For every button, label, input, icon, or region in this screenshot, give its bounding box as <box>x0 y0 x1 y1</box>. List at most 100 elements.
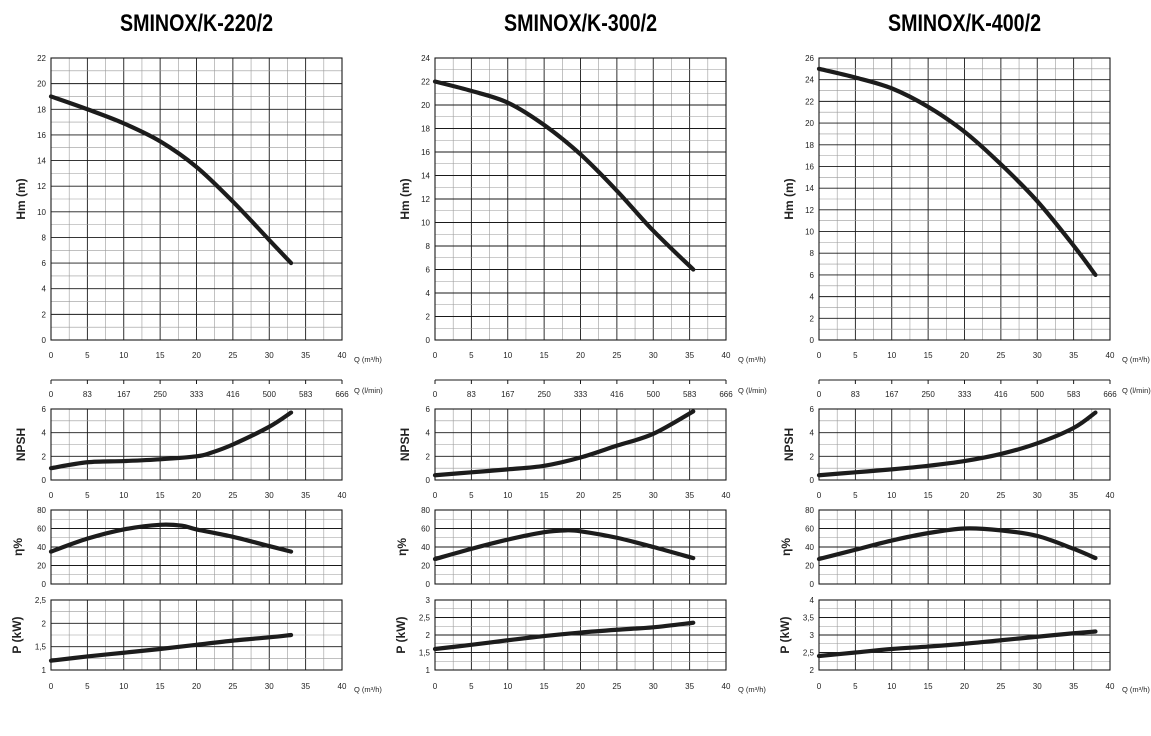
head-ytick-label: 0 <box>42 336 47 345</box>
npsh-xtick-label: 30 <box>265 491 274 500</box>
npsh-xtick-label: 25 <box>612 491 621 500</box>
head-ytick-label: 8 <box>810 249 815 258</box>
efficiency-frame <box>818 509 1111 585</box>
npsh-xtick-label: 5 <box>469 491 474 500</box>
head-xtick-label: 10 <box>503 351 512 360</box>
power-xtick-label: 25 <box>612 682 621 691</box>
head-ytick-label: 18 <box>805 141 814 150</box>
efficiency-ytick-label: 0 <box>42 580 47 589</box>
lmin-axis-label: Q (l/min) <box>738 386 767 395</box>
power-ytick-label: 2 <box>426 631 431 640</box>
head-ytick-label: 12 <box>37 182 46 191</box>
npsh-xtick-label: 20 <box>192 491 201 500</box>
head-xtick-label: 10 <box>119 351 128 360</box>
power-yaxis-label: P (kW) <box>394 616 408 653</box>
npsh-ytick-label: 2 <box>42 452 47 461</box>
head-ytick-label: 22 <box>421 78 430 87</box>
npsh-ytick-label: 4 <box>810 429 815 438</box>
power-xtick-label: 0 <box>49 682 54 691</box>
head-ytick-label: 2 <box>42 310 47 319</box>
power-ytick-label: 2 <box>810 666 815 675</box>
power-xtick-label: 5 <box>853 682 858 691</box>
efficiency-ytick-label: 20 <box>421 562 430 571</box>
power-ytick-label: 1 <box>42 666 47 675</box>
head-ytick-label: 8 <box>42 233 47 242</box>
lmin-tick-label: 250 <box>921 390 935 399</box>
power-xtick-label: 25 <box>228 682 237 691</box>
efficiency-curve <box>816 526 1098 562</box>
efficiency-ytick-label: 60 <box>421 525 430 534</box>
head-ytick-label: 4 <box>810 293 815 302</box>
power-ytick-label: 3 <box>810 631 815 640</box>
head-xtick-label: 0 <box>817 351 822 360</box>
power-xtick-label: 0 <box>433 682 438 691</box>
head-xtick-label: 35 <box>301 351 310 360</box>
npsh-frame <box>50 408 343 481</box>
power-ytick-label: 3 <box>426 596 431 605</box>
efficiency-ytick-label: 40 <box>421 543 430 552</box>
lmin-tick-label: 666 <box>719 390 733 399</box>
head-xtick-label: 40 <box>338 351 347 360</box>
power-curve <box>48 632 294 663</box>
npsh-xtick-label: 20 <box>960 491 969 500</box>
lmin-tick-label: 333 <box>958 390 972 399</box>
head-xtick-label: 30 <box>265 351 274 360</box>
efficiency-ytick-label: 0 <box>426 580 431 589</box>
head-xtick-label: 25 <box>612 351 621 360</box>
npsh-xtick-label: 0 <box>49 491 54 500</box>
efficiency-yaxis-label: η% <box>395 538 409 556</box>
power-ytick-label: 3,5 <box>803 614 815 623</box>
power-xtick-label: 5 <box>469 682 474 691</box>
npsh-xtick-label: 40 <box>1106 491 1115 500</box>
power-curve <box>432 620 696 652</box>
efficiency-ytick-label: 80 <box>805 506 814 515</box>
head-frame <box>50 57 343 341</box>
head-ytick-label: 24 <box>805 76 814 85</box>
power-xtick-label: 30 <box>265 682 274 691</box>
head-ytick-label: 22 <box>37 54 46 63</box>
lmin-tick-label: 583 <box>683 390 697 399</box>
power-xaxis-label: Q (m³/h) <box>1122 685 1150 694</box>
efficiency-yaxis-label: η% <box>779 538 793 556</box>
power-frame <box>818 599 1111 671</box>
head-frame <box>818 57 1111 341</box>
head-xtick-label: 40 <box>1106 351 1115 360</box>
power-xtick-label: 20 <box>192 682 201 691</box>
npsh-xtick-label: 35 <box>301 491 310 500</box>
lmin-tick-label: 333 <box>574 390 588 399</box>
lmin-axis-label: Q (l/min) <box>354 386 383 395</box>
head-xtick-label: 5 <box>853 351 858 360</box>
npsh-xtick-label: 25 <box>996 491 1005 500</box>
efficiency-ytick-label: 80 <box>37 506 46 515</box>
npsh-xtick-label: 5 <box>853 491 858 500</box>
npsh-xtick-label: 15 <box>540 491 549 500</box>
chart-title: SMINOX/K-300/2 <box>504 9 657 36</box>
head-ytick-label: 26 <box>805 54 814 63</box>
head-yaxis-label: Hm (m) <box>782 178 796 219</box>
npsh-ytick-label: 6 <box>810 405 815 414</box>
head-xtick-label: 5 <box>469 351 474 360</box>
npsh-xtick-label: 5 <box>85 491 90 500</box>
head-ytick-label: 14 <box>805 184 814 193</box>
power-xtick-label: 20 <box>960 682 969 691</box>
head-curve <box>816 66 1098 278</box>
npsh-curve <box>48 410 294 471</box>
head-ytick-label: 8 <box>426 242 431 251</box>
chart-title: SMINOX/K-220/2 <box>120 9 273 36</box>
head-curve <box>432 79 696 272</box>
npsh-xtick-label: 15 <box>156 491 165 500</box>
power-ytick-label: 1 <box>426 666 431 675</box>
power-ytick-label: 2,5 <box>803 649 815 658</box>
head-ytick-label: 20 <box>805 119 814 128</box>
lmin-tick-label: 0 <box>49 390 54 399</box>
efficiency-ytick-label: 60 <box>805 525 814 534</box>
power-xtick-label: 20 <box>576 682 585 691</box>
npsh-xtick-label: 35 <box>1069 491 1078 500</box>
head-xaxis-label: Q (m³/h) <box>1122 355 1150 364</box>
npsh-curve <box>432 409 696 478</box>
lmin-tick-label: 500 <box>647 390 661 399</box>
head-ytick-label: 2 <box>426 313 431 322</box>
head-xaxis-label: Q (m³/h) <box>354 355 382 364</box>
lmin-tick-label: 666 <box>1103 390 1117 399</box>
head-ytick-label: 14 <box>37 157 46 166</box>
